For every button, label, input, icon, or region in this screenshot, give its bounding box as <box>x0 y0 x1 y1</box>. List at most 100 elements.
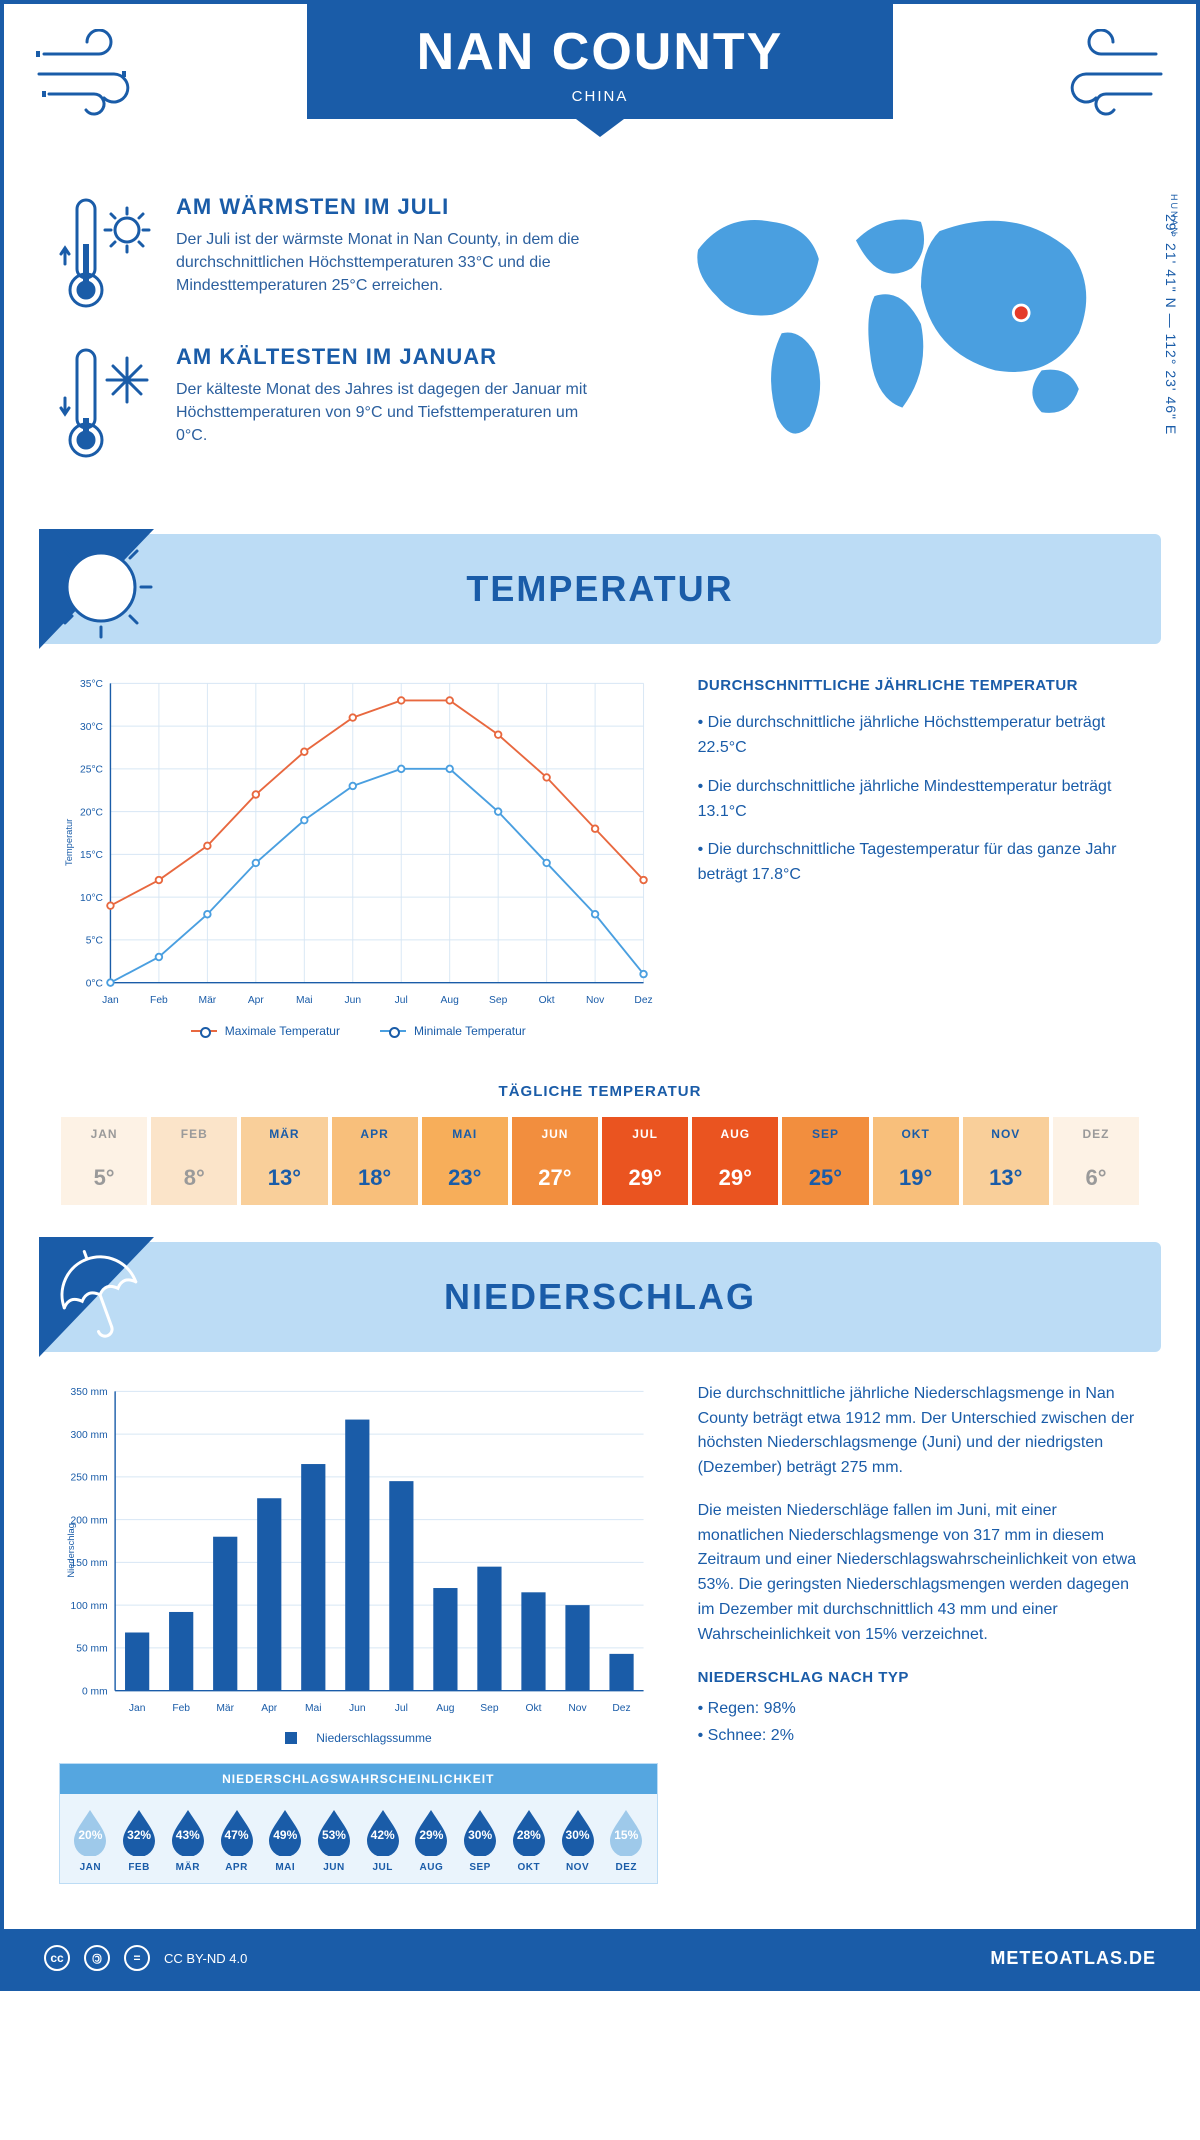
intro-section: AM WÄRMSTEN IM JULI Der Juli ist der wär… <box>4 184 1196 524</box>
legend-min: Minimale Temperatur <box>414 1024 526 1038</box>
svg-text:Apr: Apr <box>248 995 265 1006</box>
svg-text:Temperatur: Temperatur <box>64 819 74 866</box>
temp-bullet: • Die durchschnittliche jährliche Mindes… <box>698 775 1141 825</box>
svg-text:Okt: Okt <box>525 1703 541 1714</box>
fact-coldest: AM KÄLTESTEN IM JANUAR Der kälteste Mona… <box>59 344 605 464</box>
svg-text:200 mm: 200 mm <box>71 1515 108 1526</box>
svg-text:0 mm: 0 mm <box>82 1686 108 1697</box>
footer-site: METEOATLAS.DE <box>990 1948 1156 1969</box>
umbrella-icon <box>39 1237 174 1362</box>
prob-cell: 29%AUG <box>407 1808 456 1873</box>
svg-text:Feb: Feb <box>172 1703 190 1714</box>
footer: cc 🄯 = CC BY-ND 4.0 METEOATLAS.DE <box>4 1929 1196 1987</box>
precipitation-left: 0 mm50 mm100 mm150 mm200 mm250 mm300 mm3… <box>59 1382 658 1885</box>
precip-type-heading: NIEDERSCHLAG NACH TYP <box>698 1666 1141 1689</box>
temp-summary-heading: DURCHSCHNITTLICHE JÄHRLICHE TEMPERATUR <box>698 674 1141 697</box>
temp-bullet: • Die durchschnittliche Tagestemperatur … <box>698 838 1141 888</box>
temperature-chart: 0°C5°C10°C15°C20°C25°C30°C35°CJanFebMärA… <box>59 674 658 1038</box>
svg-text:35°C: 35°C <box>80 679 104 690</box>
svg-text:Feb: Feb <box>150 995 168 1006</box>
prob-cell: 15%DEZ <box>602 1808 651 1873</box>
svg-text:Jan: Jan <box>129 1703 146 1714</box>
svg-text:30°C: 30°C <box>80 722 104 733</box>
precip-paragraph: Die durchschnittliche jährliche Niedersc… <box>698 1382 1141 1481</box>
svg-text:Jul: Jul <box>395 1703 408 1714</box>
license-text: CC BY-ND 4.0 <box>164 1951 247 1966</box>
location-country: CHINA <box>417 88 784 105</box>
fact-warmest: AM WÄRMSTEN IM JULI Der Juli ist der wär… <box>59 194 605 314</box>
svg-text:Jun: Jun <box>349 1703 366 1714</box>
prob-cell: 42%JUL <box>358 1808 407 1873</box>
svg-text:Mär: Mär <box>199 995 217 1006</box>
daily-temp-cell: SEP25° <box>780 1115 870 1207</box>
svg-text:Jul: Jul <box>395 995 408 1006</box>
nd-icon: = <box>124 1945 150 1971</box>
svg-text:Mär: Mär <box>216 1703 234 1714</box>
prob-cell: 30%NOV <box>553 1808 602 1873</box>
prob-cell: 32%FEB <box>115 1808 164 1873</box>
intro-facts: AM WÄRMSTEN IM JULI Der Juli ist der wär… <box>59 194 605 494</box>
svg-text:10°C: 10°C <box>80 893 104 904</box>
svg-text:100 mm: 100 mm <box>71 1601 108 1612</box>
section-banner-precipitation: NIEDERSCHLAG <box>39 1242 1161 1352</box>
temperature-legend: Maximale Temperatur Minimale Temperatur <box>59 1024 658 1038</box>
temperature-area: 0°C5°C10°C15°C20°C25°C30°C35°CJanFebMärA… <box>4 674 1196 1058</box>
svg-text:Sep: Sep <box>480 1703 499 1714</box>
thermometer-cold-icon <box>59 344 154 464</box>
wind-icon <box>1046 29 1166 119</box>
svg-text:Dez: Dez <box>634 995 652 1006</box>
daily-temp-cell: JUL29° <box>600 1115 690 1207</box>
svg-text:Niederschlag: Niederschlag <box>66 1523 76 1578</box>
daily-temp-cell: NOV13° <box>961 1115 1051 1207</box>
svg-text:Apr: Apr <box>261 1703 278 1714</box>
svg-text:Aug: Aug <box>441 995 460 1006</box>
prob-heading: NIEDERSCHLAGSWAHRSCHEINLICHKEIT <box>60 1764 657 1794</box>
infographic-page: NAN COUNTY CHINA <box>0 0 1200 1991</box>
section-title: NIEDERSCHLAG <box>444 1276 756 1318</box>
prob-cell: 43%MÄR <box>163 1808 212 1873</box>
coords-label: 29° 21' 41" N — 112° 23' 46" E <box>1163 214 1179 435</box>
map-block: HUNAN 29° 21' 41" N — 112° 23' 46" E <box>645 194 1141 494</box>
section-title: TEMPERATUR <box>466 568 733 610</box>
svg-text:0°C: 0°C <box>86 978 104 989</box>
title-block: NAN COUNTY CHINA <box>307 4 894 119</box>
precip-legend-label: Niederschlagssumme <box>316 1731 431 1745</box>
prob-cell: 30%SEP <box>456 1808 505 1873</box>
svg-text:Jan: Jan <box>102 995 119 1006</box>
svg-text:50 mm: 50 mm <box>76 1643 107 1654</box>
prob-cell: 28%OKT <box>504 1808 553 1873</box>
footer-license: cc 🄯 = CC BY-ND 4.0 <box>44 1945 247 1971</box>
svg-text:350 mm: 350 mm <box>71 1387 108 1398</box>
wind-icon <box>34 29 154 119</box>
daily-temp-cell: MÄR13° <box>239 1115 329 1207</box>
precip-type-bullet: • Regen: 98% <box>698 1697 1141 1722</box>
fact-warm-text: Der Juli ist der wärmste Monat in Nan Co… <box>176 228 605 298</box>
daily-temp-cell: APR18° <box>330 1115 420 1207</box>
svg-text:Nov: Nov <box>568 1703 587 1714</box>
svg-text:300 mm: 300 mm <box>71 1430 108 1441</box>
svg-text:Sep: Sep <box>489 995 508 1006</box>
thermometer-hot-icon <box>59 194 154 314</box>
daily-temp-cell: FEB8° <box>149 1115 239 1207</box>
world-map-icon <box>645 194 1141 454</box>
precipitation-chart: 0 mm50 mm100 mm150 mm200 mm250 mm300 mm3… <box>59 1382 658 1719</box>
svg-text:20°C: 20°C <box>80 807 104 818</box>
sun-icon <box>39 529 174 654</box>
prob-cell: 20%JAN <box>66 1808 115 1873</box>
daily-temp-cell: OKT19° <box>871 1115 961 1207</box>
title-banner: NAN COUNTY CHINA <box>307 4 894 119</box>
precipitation-area: 0 mm50 mm100 mm150 mm200 mm250 mm300 mm3… <box>4 1382 1196 1905</box>
daily-temp-cell: AUG29° <box>690 1115 780 1207</box>
svg-text:Mai: Mai <box>305 1703 322 1714</box>
cc-icon: cc <box>44 1945 70 1971</box>
prob-cell: 47%APR <box>212 1808 261 1873</box>
fact-cold-text: Der kälteste Monat des Jahres ist dagege… <box>176 378 605 448</box>
section-banner-temperature: TEMPERATUR <box>39 534 1161 644</box>
svg-text:Mai: Mai <box>296 995 313 1006</box>
precip-probability-box: NIEDERSCHLAGSWAHRSCHEINLICHKEIT 20%JAN32… <box>59 1763 658 1884</box>
daily-temp-cell: JAN5° <box>59 1115 149 1207</box>
location-title: NAN COUNTY <box>417 22 784 82</box>
svg-text:Dez: Dez <box>612 1703 630 1714</box>
fact-warm-heading: AM WÄRMSTEN IM JULI <box>176 194 605 220</box>
daily-temp-cell: DEZ6° <box>1051 1115 1141 1207</box>
